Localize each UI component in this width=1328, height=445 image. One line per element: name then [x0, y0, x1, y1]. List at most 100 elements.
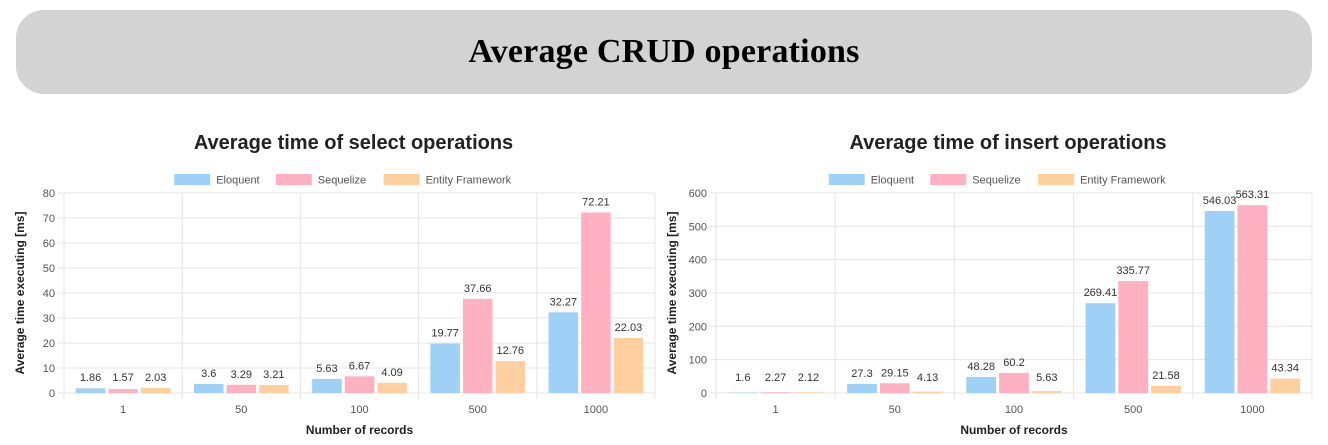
bar-entity-framework-1000[interactable]: [1270, 378, 1301, 393]
x-tick-label: 1: [120, 404, 126, 416]
bar-entity-framework-1[interactable]: [793, 392, 824, 393]
bar-entity-framework-100[interactable]: [377, 382, 407, 393]
y-tick-label: 400: [689, 255, 707, 267]
data-label: 269.41: [1084, 287, 1118, 299]
bar-eloquent-100[interactable]: [312, 378, 342, 393]
data-label: 2.27: [765, 372, 786, 384]
y-tick-label: 200: [689, 321, 707, 333]
bar-entity-framework-1[interactable]: [140, 387, 171, 393]
data-label: 3.6: [201, 368, 216, 380]
bar-sequelize-500[interactable]: [1118, 281, 1149, 393]
bar-entity-framework-500[interactable]: [495, 361, 526, 393]
legend-swatch-eloquent[interactable]: [174, 174, 211, 185]
data-label: 546.03: [1203, 195, 1237, 207]
bar-entity-framework-1000[interactable]: [613, 337, 644, 393]
bar-eloquent-1[interactable]: [75, 388, 106, 393]
data-label: 4.09: [381, 367, 402, 379]
legend-label: Entity Framework: [1080, 175, 1166, 187]
data-label: 32.27: [550, 296, 578, 308]
x-tick-label: 500: [469, 404, 487, 416]
y-tick-label: 30: [43, 313, 55, 325]
legend-swatch-entity-framework[interactable]: [1038, 174, 1075, 185]
bar-entity-framework-50[interactable]: [259, 384, 289, 393]
x-axis-title: Number of records: [960, 423, 1068, 437]
data-label: 335.77: [1116, 265, 1150, 277]
header-banner: Average CRUD operations: [16, 10, 1312, 94]
bar-sequelize-1000[interactable]: [1237, 205, 1268, 393]
bar-eloquent-50[interactable]: [193, 384, 224, 393]
bar-eloquent-100[interactable]: [966, 376, 997, 393]
data-label: 6.67: [349, 360, 370, 372]
bar-eloquent-1000[interactable]: [1204, 210, 1235, 393]
chart-svg-insert: Average time of insert operations Eloquen…: [665, 132, 1313, 437]
chart-title: Average time of select operations: [194, 132, 513, 154]
data-label: 1.86: [80, 372, 101, 384]
data-label: 19.77: [431, 328, 459, 340]
legend-label: Entity Framework: [426, 175, 512, 187]
y-tick-label: 600: [689, 188, 707, 200]
bar-sequelize-100[interactable]: [344, 376, 375, 393]
data-label: 5.63: [1036, 372, 1057, 384]
bar-eloquent-500[interactable]: [430, 343, 460, 393]
x-tick-label: 50: [889, 404, 901, 416]
legend-swatch-sequelize[interactable]: [275, 174, 312, 185]
bar-eloquent-500[interactable]: [1085, 303, 1116, 393]
x-tick-label: 1000: [584, 404, 608, 416]
data-label: 5.63: [316, 363, 337, 375]
page-title: Average CRUD operations: [468, 33, 860, 70]
legend-swatch-entity-framework[interactable]: [383, 174, 420, 185]
data-label: 12.76: [496, 345, 524, 357]
data-label: 3.21: [263, 369, 284, 381]
y-tick-label: 100: [689, 355, 707, 367]
legend-swatch-eloquent[interactable]: [828, 174, 865, 185]
legend-label: Sequelize: [972, 175, 1020, 187]
bar-entity-framework-500[interactable]: [1151, 385, 1181, 393]
x-tick-label: 500: [1124, 404, 1142, 416]
bar-sequelize-1000[interactable]: [581, 212, 611, 393]
y-tick-label: 10: [43, 363, 55, 375]
x-tick-label: 1000: [1240, 404, 1264, 416]
data-label: 37.66: [464, 283, 492, 295]
bar-eloquent-1000[interactable]: [548, 312, 579, 393]
bar-entity-framework-100[interactable]: [1031, 391, 1062, 393]
data-label: 21.58: [1152, 370, 1180, 382]
bar-entity-framework-50[interactable]: [912, 391, 943, 393]
data-label: 27.3: [851, 368, 872, 380]
legend-label: Eloquent: [871, 175, 914, 187]
y-tick-label: 60: [43, 238, 55, 250]
bar-sequelize-1[interactable]: [760, 392, 791, 393]
legend-label: Sequelize: [318, 175, 366, 187]
bar-sequelize-50[interactable]: [226, 384, 257, 393]
y-tick-label: 80: [43, 188, 55, 200]
data-label: 4.13: [917, 372, 938, 384]
data-label: 1.57: [112, 372, 133, 384]
x-axis-title: Number of records: [306, 423, 414, 437]
y-tick-label: 500: [689, 221, 707, 233]
legend-label: Eloquent: [216, 175, 259, 187]
chart-title: Average time of insert operations: [849, 132, 1166, 154]
bar-sequelize-500[interactable]: [462, 298, 493, 393]
legend-swatch-sequelize[interactable]: [930, 174, 967, 185]
x-tick-label: 1: [773, 404, 779, 416]
y-tick-label: 20: [43, 338, 55, 350]
y-tick-label: 0: [701, 388, 707, 400]
x-tick-label: 50: [235, 404, 247, 416]
data-label: 72.21: [582, 196, 610, 208]
bar-sequelize-100[interactable]: [999, 372, 1029, 393]
chart-insert-operations: Average time of insert operations Eloquen…: [664, 118, 1328, 445]
bar-sequelize-50[interactable]: [879, 383, 910, 393]
bar-sequelize-1[interactable]: [108, 389, 138, 393]
data-label: 563.31: [1236, 189, 1270, 201]
y-tick-label: 40: [43, 288, 55, 300]
data-label: 48.28: [967, 361, 995, 373]
data-label: 22.03: [615, 322, 643, 334]
data-label: 60.2: [1003, 357, 1024, 369]
bar-eloquent-50[interactable]: [847, 383, 877, 393]
data-label: 29.15: [881, 367, 909, 379]
data-label: 2.12: [798, 372, 819, 384]
bar-eloquent-1[interactable]: [727, 392, 758, 393]
data-label: 2.03: [145, 372, 166, 384]
y-tick-label: 70: [43, 213, 55, 225]
y-axis-title: Average time executing [ms]: [665, 212, 679, 375]
data-label: 43.34: [1271, 363, 1299, 375]
